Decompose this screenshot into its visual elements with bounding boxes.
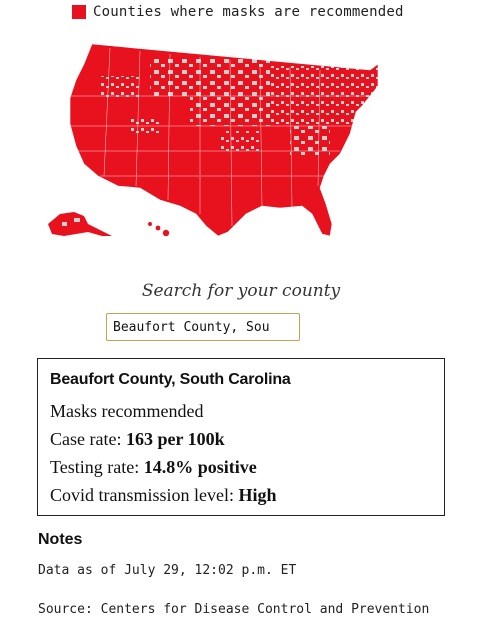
transmission-value: High (238, 485, 277, 505)
search-label: Search for your county (141, 281, 341, 301)
map-legend: Counties where masks are recommended (72, 4, 404, 20)
legend-swatch (72, 5, 86, 19)
source-note: Source: Centers for Disease Control and … (38, 602, 430, 617)
notes-heading: Notes (38, 531, 83, 548)
us-county-map[interactable] (40, 36, 385, 246)
county-search-input[interactable] (106, 313, 300, 341)
case-rate-row: Case rate: 163 per 100k (50, 425, 432, 453)
county-result-card: Beaufort County, South Carolina Masks re… (37, 358, 445, 516)
case-rate-value: 163 per 100k (125, 429, 225, 449)
transmission-row: Covid transmission level: High (50, 481, 432, 509)
testing-rate-label: Testing rate: (50, 457, 144, 477)
testing-rate-value: 14.8% positive (143, 457, 257, 477)
data-timestamp-note: Data as of July 29, 12:02 p.m. ET (38, 563, 297, 578)
transmission-label: Covid transmission level: (50, 485, 239, 505)
testing-rate-row: Testing rate: 14.8% positive (50, 453, 432, 481)
county-title: Beaufort County, South Carolina (50, 371, 291, 388)
case-rate-label: Case rate: (50, 429, 126, 449)
mask-status: Masks recommended (50, 401, 204, 421)
legend-label: Counties where masks are recommended (93, 4, 404, 20)
